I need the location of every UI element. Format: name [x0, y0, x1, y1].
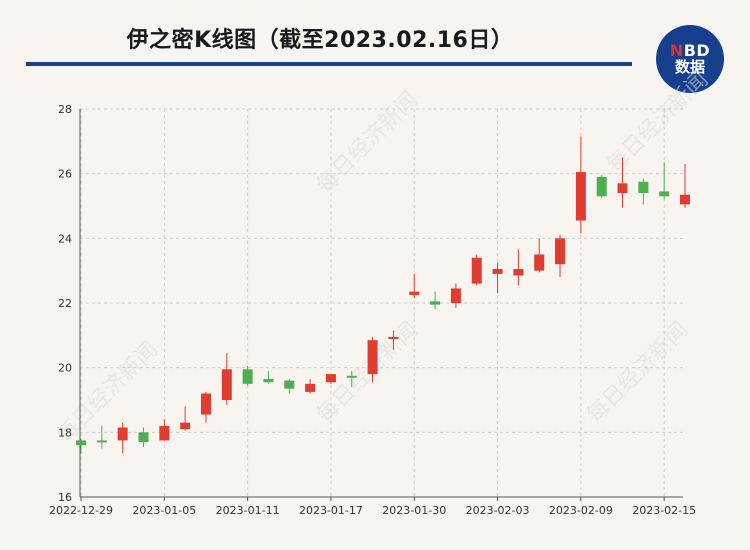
candle-body	[596, 176, 607, 197]
grid-layer	[80, 108, 683, 497]
candle-body	[284, 380, 295, 389]
x-tick-label: 2023-01-17	[299, 504, 363, 517]
candle-body	[180, 422, 191, 430]
chart-title: 伊之密K线图（截至2023.02.16日）	[126, 28, 514, 53]
candle-body	[659, 191, 670, 197]
candle	[513, 249, 524, 286]
candle-body	[492, 269, 503, 274]
candle	[617, 157, 628, 208]
candle	[305, 378, 316, 394]
candle	[242, 366, 253, 386]
candle	[200, 391, 211, 423]
candle-body	[575, 172, 586, 221]
y-tick-label: 18	[58, 426, 72, 439]
logo-wordmark: NBD	[669, 40, 711, 60]
candle	[430, 291, 441, 310]
candle	[638, 178, 649, 205]
candle-body	[409, 291, 420, 295]
candle	[492, 262, 503, 294]
nbd-logo: NBD 数据	[656, 25, 724, 93]
logo-letter-n: N	[669, 40, 684, 60]
candle-body	[117, 427, 128, 441]
candle	[346, 370, 357, 388]
x-tick-label: 2022-12-29	[49, 504, 113, 517]
candle-body	[471, 257, 482, 284]
candle-body	[680, 194, 690, 205]
candle	[596, 175, 607, 198]
candle	[659, 162, 670, 200]
candle-body	[159, 425, 170, 441]
candle	[388, 330, 399, 350]
y-tick-label: 20	[58, 362, 72, 375]
candle	[76, 438, 86, 454]
logo-subtext: 数据	[674, 57, 705, 76]
candle-body	[534, 254, 545, 271]
y-tick-label: 22	[58, 297, 72, 310]
candle	[367, 336, 378, 383]
candle-body	[96, 440, 107, 443]
candle-body	[388, 336, 399, 339]
candle-body	[200, 393, 211, 415]
candle	[409, 273, 420, 299]
candle-body	[638, 181, 649, 194]
candle-layer	[76, 136, 690, 454]
candle	[180, 406, 191, 431]
y-tick-label: 26	[58, 168, 72, 181]
x-tick-label: 2023-02-09	[549, 504, 613, 517]
candle-body	[513, 269, 524, 276]
candle	[325, 374, 336, 384]
candle	[555, 235, 566, 278]
candle-body	[76, 440, 86, 446]
candle-body	[221, 369, 232, 400]
logo-letters-bd: BD	[683, 40, 711, 60]
candle-body	[555, 238, 566, 265]
candle	[534, 238, 545, 273]
x-tick-label: 2023-01-11	[216, 504, 280, 517]
candle-body	[450, 288, 461, 303]
candle	[284, 378, 295, 394]
candle-body	[263, 378, 274, 383]
y-tick-label: 24	[58, 232, 72, 245]
candle-body	[325, 374, 336, 383]
candle-body	[430, 301, 441, 305]
axis-layer: 16 18 20 22 24 26 28 2022-12-29 2023-01-05 2023-0…	[49, 103, 696, 517]
candle	[263, 370, 274, 384]
y-tick-label: 28	[58, 103, 72, 116]
candle	[680, 163, 690, 208]
candle	[221, 353, 232, 405]
candle	[117, 422, 128, 454]
candle-body	[367, 340, 378, 375]
candle	[96, 425, 107, 449]
candle	[575, 136, 586, 234]
candle-body	[138, 432, 149, 443]
x-tick-label: 2023-01-30	[382, 504, 446, 517]
x-tick-label: 2023-02-03	[466, 504, 530, 517]
candle	[159, 419, 170, 441]
x-tick-label: 2023-02-15	[632, 504, 696, 517]
candle-body	[617, 183, 628, 194]
candle-body	[346, 375, 357, 378]
title-underline	[26, 62, 632, 66]
candle	[450, 283, 461, 308]
candle-body	[242, 369, 253, 384]
candle-body	[305, 383, 316, 392]
y-tick-label: 16	[58, 491, 72, 504]
candle	[138, 427, 149, 447]
candle	[471, 254, 482, 286]
x-tick-label: 2023-01-05	[132, 504, 196, 517]
